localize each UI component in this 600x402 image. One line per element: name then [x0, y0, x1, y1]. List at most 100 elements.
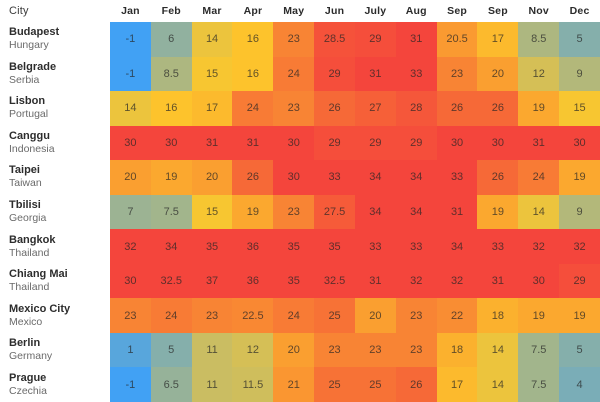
heatmap-cell[interactable]: 20.5 — [436, 22, 478, 57]
heatmap-cell[interactable]: 32 — [395, 263, 437, 299]
heatmap-cell[interactable]: 27 — [354, 91, 396, 126]
heatmap-cell[interactable]: 1 — [110, 332, 151, 368]
heatmap-cell[interactable]: 7.5 — [518, 332, 560, 368]
heatmap-cell[interactable]: 33 — [395, 56, 437, 92]
heatmap-cell[interactable]: 31 — [477, 263, 519, 299]
heatmap-cell[interactable]: -1 — [110, 367, 151, 402]
heatmap-cell[interactable]: 31 — [191, 125, 233, 161]
heatmap-cell[interactable]: 25 — [354, 367, 396, 402]
heatmap-cell[interactable]: 14 — [191, 22, 233, 57]
heatmap-cell[interactable]: 32.5 — [150, 263, 192, 299]
heatmap-cell[interactable]: 23 — [314, 332, 355, 368]
heatmap-cell[interactable]: 33 — [354, 229, 396, 264]
heatmap-cell[interactable]: 15 — [191, 56, 233, 92]
heatmap-cell[interactable]: 29 — [395, 125, 437, 161]
heatmap-cell[interactable]: 8.5 — [150, 56, 192, 92]
heatmap-cell[interactable]: 15 — [191, 194, 233, 230]
heatmap-cell[interactable]: -1 — [110, 22, 151, 57]
heatmap-cell[interactable]: 34 — [395, 194, 437, 230]
heatmap-cell[interactable]: 16 — [150, 91, 192, 126]
heatmap-cell[interactable]: 29 — [314, 125, 355, 161]
heatmap-cell[interactable]: 32 — [436, 263, 478, 299]
heatmap-cell[interactable]: 23 — [395, 298, 437, 333]
heatmap-cell[interactable]: 18 — [436, 332, 478, 368]
heatmap-cell[interactable]: 26 — [395, 367, 437, 402]
heatmap-cell[interactable]: 33 — [436, 160, 478, 195]
heatmap-cell[interactable]: 33 — [395, 229, 437, 264]
heatmap-cell[interactable]: 32 — [518, 229, 560, 264]
heatmap-cell[interactable]: 7 — [110, 194, 151, 230]
heatmap-cell[interactable]: 14 — [110, 91, 151, 126]
heatmap-cell[interactable]: 33 — [314, 160, 355, 195]
heatmap-cell[interactable]: 33 — [477, 229, 519, 264]
heatmap-cell[interactable]: 32 — [110, 229, 151, 264]
heatmap-cell[interactable]: 19 — [150, 160, 192, 195]
heatmap-cell[interactable]: 20 — [477, 56, 519, 92]
heatmap-cell[interactable]: 8.5 — [518, 22, 560, 57]
heatmap-cell[interactable]: 24 — [273, 56, 315, 92]
heatmap-cell[interactable]: 23 — [395, 332, 437, 368]
heatmap-cell[interactable]: 18 — [477, 298, 519, 333]
heatmap-cell[interactable]: 23 — [273, 91, 315, 126]
heatmap-cell[interactable]: 19 — [477, 194, 519, 230]
heatmap-cell[interactable]: 12 — [232, 332, 274, 368]
heatmap-cell[interactable]: 32 — [559, 229, 600, 264]
heatmap-cell[interactable]: 24 — [273, 298, 315, 333]
heatmap-cell[interactable]: 7.5 — [518, 367, 560, 402]
heatmap-cell[interactable]: 34 — [150, 229, 192, 264]
heatmap-cell[interactable]: 11 — [191, 367, 233, 402]
heatmap-cell[interactable]: 23 — [191, 298, 233, 333]
heatmap-cell[interactable]: -1 — [110, 56, 151, 92]
heatmap-cell[interactable]: 6.5 — [150, 367, 192, 402]
heatmap-cell[interactable]: 17 — [436, 367, 478, 402]
heatmap-cell[interactable]: 20 — [191, 160, 233, 195]
heatmap-cell[interactable]: 24 — [150, 298, 192, 333]
heatmap-cell[interactable]: 30 — [273, 160, 315, 195]
heatmap-cell[interactable]: 30 — [273, 125, 315, 161]
heatmap-cell[interactable]: 25 — [314, 367, 355, 402]
heatmap-cell[interactable]: 23 — [273, 194, 315, 230]
heatmap-cell[interactable]: 34 — [436, 229, 478, 264]
heatmap-cell[interactable]: 4 — [559, 367, 600, 402]
heatmap-cell[interactable]: 31 — [436, 194, 478, 230]
heatmap-cell[interactable]: 24 — [232, 91, 274, 126]
heatmap-cell[interactable]: 31 — [354, 263, 396, 299]
heatmap-cell[interactable]: 14 — [477, 332, 519, 368]
heatmap-cell[interactable]: 15 — [559, 91, 600, 126]
heatmap-cell[interactable]: 31 — [354, 56, 396, 92]
heatmap-cell[interactable]: 21 — [273, 367, 315, 402]
heatmap-cell[interactable]: 20 — [354, 298, 396, 333]
heatmap-cell[interactable]: 9 — [559, 194, 600, 230]
heatmap-cell[interactable]: 19 — [518, 91, 560, 126]
heatmap-cell[interactable]: 16 — [232, 22, 274, 57]
heatmap-cell[interactable]: 26 — [477, 91, 519, 126]
heatmap-cell[interactable]: 19 — [559, 298, 600, 333]
heatmap-cell[interactable]: 22 — [436, 298, 478, 333]
heatmap-cell[interactable]: 19 — [518, 298, 560, 333]
heatmap-cell[interactable]: 20 — [110, 160, 151, 195]
heatmap-cell[interactable]: 31 — [518, 125, 560, 161]
heatmap-cell[interactable]: 26 — [436, 91, 478, 126]
heatmap-cell[interactable]: 22.5 — [232, 298, 274, 333]
heatmap-cell[interactable]: 7.5 — [150, 194, 192, 230]
heatmap-cell[interactable]: 30 — [150, 125, 192, 161]
heatmap-cell[interactable]: 30 — [477, 125, 519, 161]
heatmap-cell[interactable]: 34 — [395, 160, 437, 195]
heatmap-cell[interactable]: 29 — [354, 125, 396, 161]
heatmap-cell[interactable]: 11 — [191, 332, 233, 368]
heatmap-cell[interactable]: 23 — [354, 332, 396, 368]
heatmap-cell[interactable]: 23 — [110, 298, 151, 333]
heatmap-cell[interactable]: 35 — [273, 263, 315, 299]
heatmap-cell[interactable]: 30 — [110, 125, 151, 161]
heatmap-cell[interactable]: 36 — [232, 229, 274, 264]
heatmap-cell[interactable]: 17 — [477, 22, 519, 57]
heatmap-cell[interactable]: 32.5 — [314, 263, 355, 299]
heatmap-cell[interactable]: 37 — [191, 263, 233, 299]
heatmap-cell[interactable]: 9 — [559, 56, 600, 92]
heatmap-cell[interactable]: 27.5 — [314, 194, 355, 230]
heatmap-cell[interactable]: 36 — [232, 263, 274, 299]
heatmap-cell[interactable]: 30 — [518, 263, 560, 299]
heatmap-cell[interactable]: 23 — [273, 22, 315, 57]
heatmap-cell[interactable]: 26 — [314, 91, 355, 126]
heatmap-cell[interactable]: 5 — [559, 332, 600, 368]
